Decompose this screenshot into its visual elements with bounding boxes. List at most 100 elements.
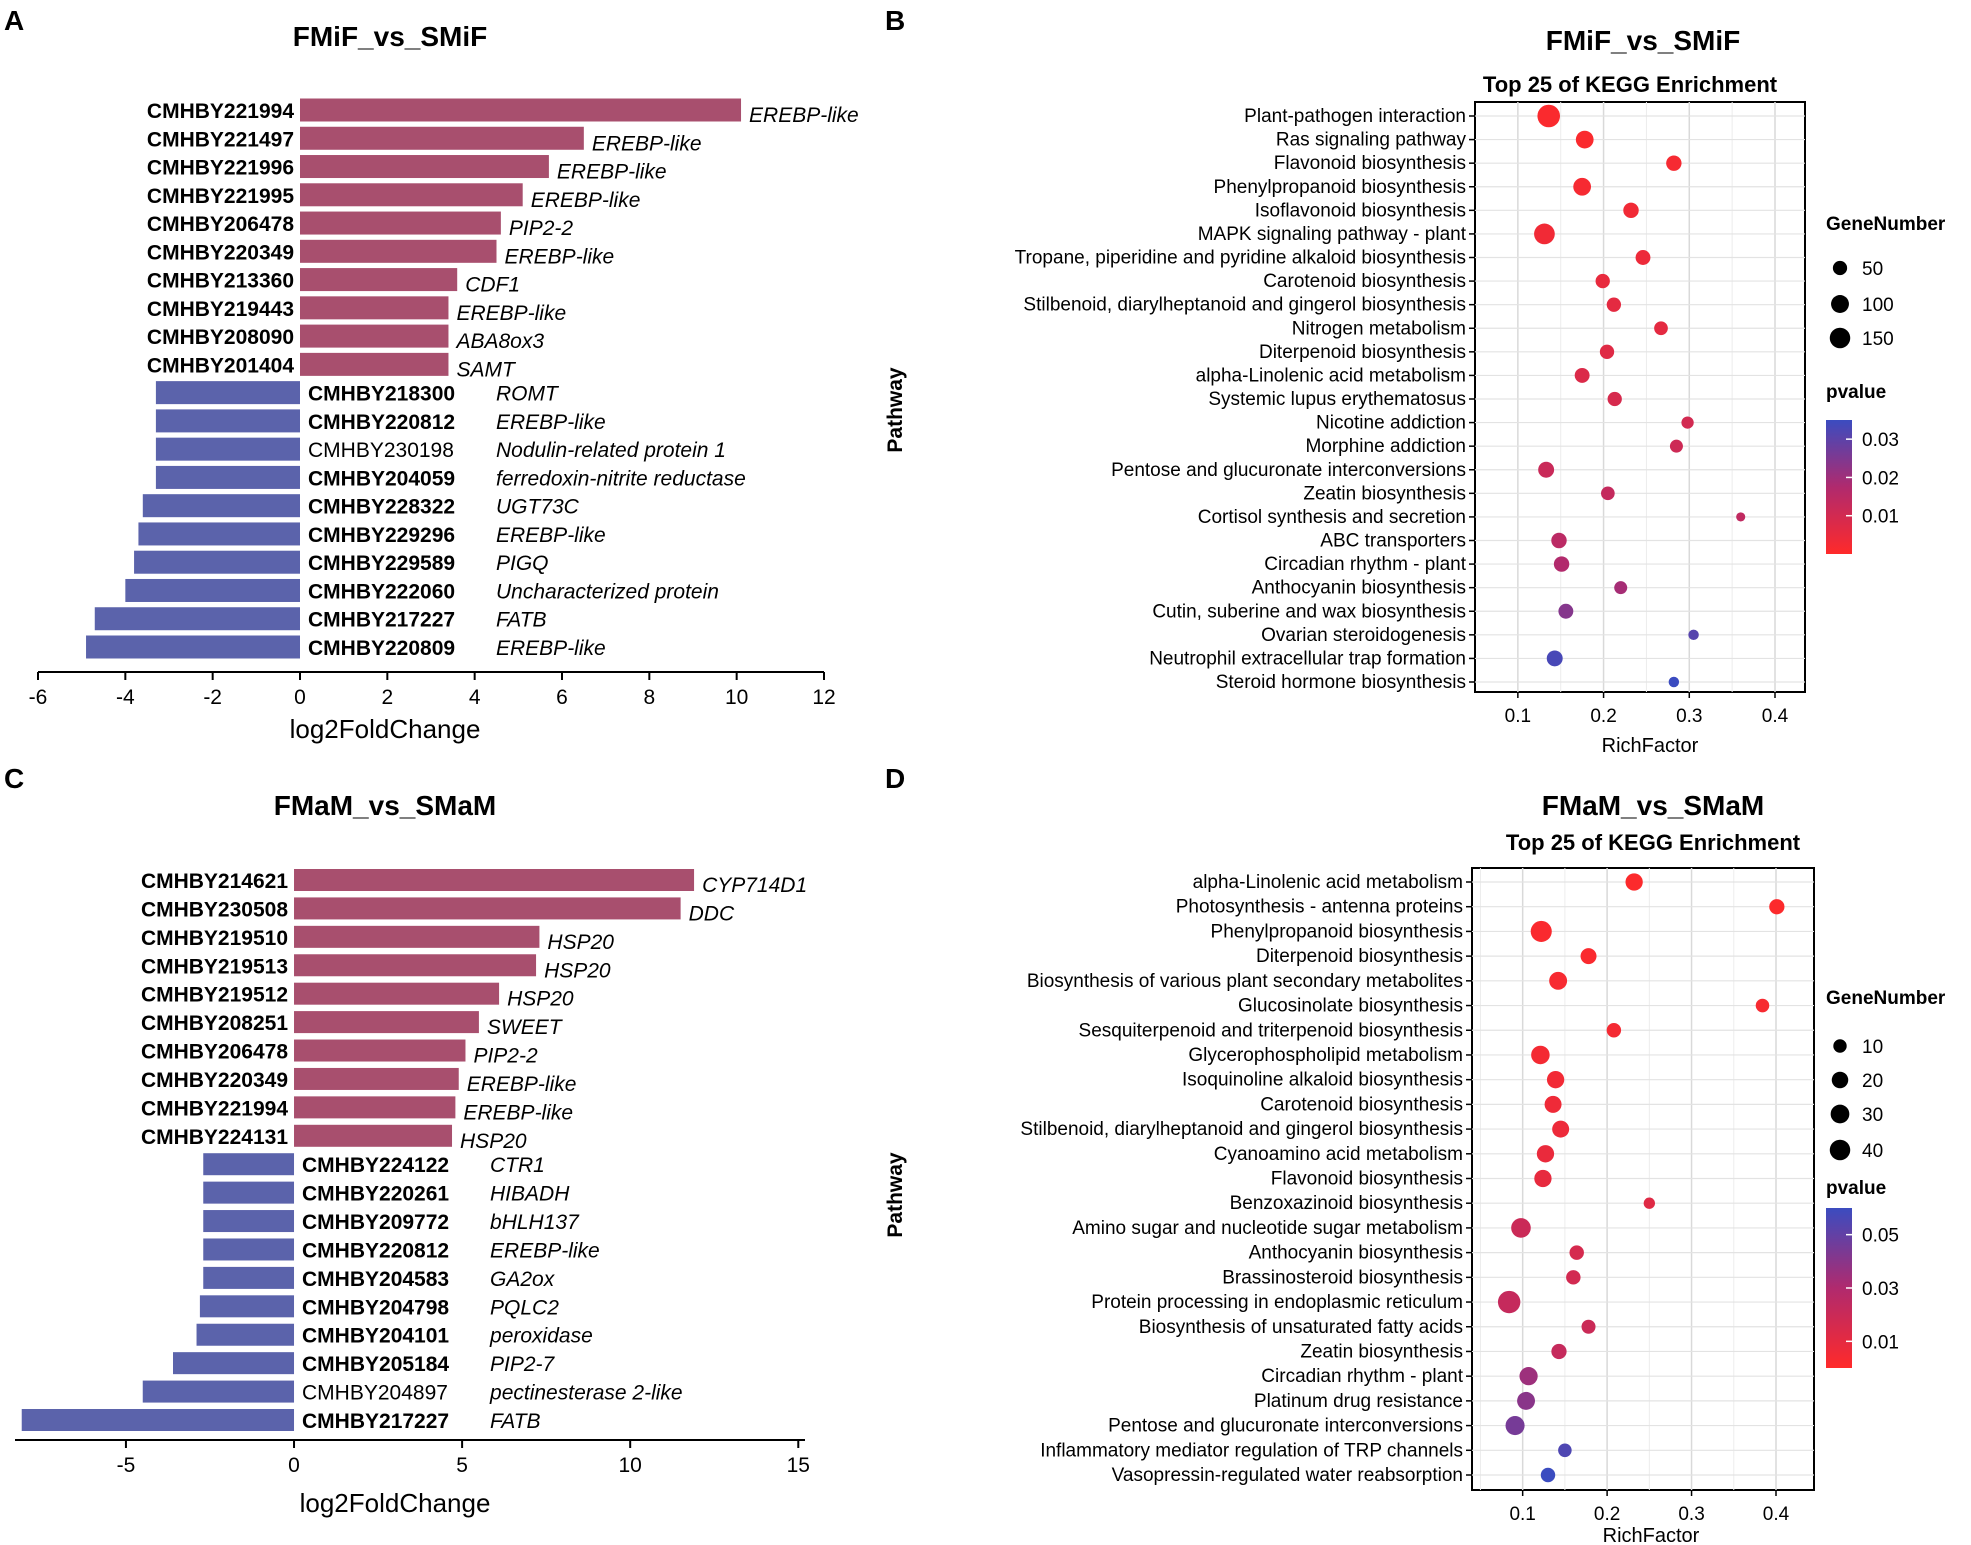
pathway-label: Nitrogen metabolism [1292,318,1466,339]
x-tick-label: 0.1 [1509,1504,1535,1525]
color-legend-label: 0.01 [1862,507,1899,528]
annotation-label: HSP20 [460,1130,527,1153]
bar [294,925,540,948]
annotation-label: ROMT [496,383,560,406]
annotation-label: pectinesterase 2-like [489,1382,683,1405]
gene-label: CMHBY219510 [141,927,288,950]
bar [94,607,301,631]
gene-label: CMHBY217227 [302,1410,449,1433]
enrichment-point [1546,1071,1565,1089]
x-tick-label: 5 [456,1454,468,1477]
pathway-label: MAPK signaling pathway - plant [1198,224,1467,245]
gene-label: CMHBY220349 [147,241,294,264]
pathway-label: Stilbenoid, diarylheptanoid and gingerol… [1023,295,1466,316]
bar [155,409,300,433]
pathway-label: Biosynthesis of unsaturated fatty acids [1139,1317,1463,1338]
x-tick-label: 10 [725,686,748,709]
bar-row: CMHBY206478 PIP2-2 [141,1039,538,1068]
annotation-label: ABA8ox3 [454,330,544,353]
size-legend-dot [1829,327,1851,349]
enrichment-point [1552,1120,1570,1138]
annotation-label: PQLC2 [490,1296,559,1319]
pathway-label: Sesquiterpenoid and triterpenoid biosynt… [1079,1020,1463,1041]
enrichment-point [1530,920,1552,942]
enrichment-point [1551,1343,1567,1360]
pathway-label: Carotenoid biosynthesis [1263,271,1466,292]
size-legend-title: GeneNumber [1826,214,1946,235]
bar-row: CMHBY204583 GA2ox [203,1266,556,1291]
pathway-label: Isoquinoline alkaloid biosynthesis [1182,1070,1463,1091]
size-legend-label: 100 [1862,295,1894,316]
enrichment-point [1534,223,1555,245]
bar-row: CMHBY217227 FATB [94,607,547,632]
pathway-label: Neutrophil extracellular trap formation [1149,648,1466,669]
bar-row: CMHBY214621 CYP714D1 [141,869,807,897]
x-tick-label: 0.3 [1676,706,1702,727]
panel-d-pathway-labels: alpha-Linolenic acid metabolism Photosynt… [1020,872,1472,1486]
bar [203,1238,295,1261]
annotation-label: PIP2-2 [473,1045,538,1068]
bar [21,1409,295,1431]
enrichment-point [1497,1290,1521,1314]
x-tick-label: -5 [117,1454,136,1477]
enrichment-point [1736,512,1746,522]
enrichment-point [1599,344,1615,359]
panel-b-title: FMiF_vs_SMiF [1546,25,1740,56]
gene-label: CMHBY228322 [308,496,455,519]
panel-b-x-axis: 0.1 0.2 0.3 0.4 [1505,692,1789,727]
annotation-label: CDF1 [465,274,520,297]
pathway-label: Zeatin biosynthesis [1300,1341,1463,1362]
pathway-label: Cutin, suberine and wax biosynthesis [1152,601,1466,622]
gene-label: CMHBY229296 [308,524,455,547]
pathway-label: Zeatin biosynthesis [1303,483,1466,504]
gene-label: CMHBY205184 [302,1353,449,1376]
pathway-label: Glycerophospholipid metabolism [1188,1045,1463,1066]
pathway-label: Pentose and glucuronate interconversions [1111,460,1466,481]
bar [300,155,549,179]
annotation-label: EREBP-like [749,104,859,127]
bar [294,1011,479,1034]
bar-row: CMHBY220812 EREBP-like [155,409,606,434]
panel-d-kegg-bubble-chart: D FMaM_vs_SMaM Top 25 of KEGG Enrichment… [884,763,1946,1545]
annotation-label: GA2ox [490,1268,556,1291]
x-tick-label: 0 [288,1454,300,1477]
bar-row: CMHBY222060 Uncharacterized protein [125,578,719,603]
annotation-label: Nodulin-related protein 1 [496,439,726,462]
bar [300,352,449,376]
bar-row: CMHBY220809 EREBP-like [86,635,606,660]
enrichment-point [1536,1145,1555,1163]
bar-row: CMHBY230198 Nodulin-related protein 1 [155,437,726,462]
size-legend-dot [1833,1039,1847,1053]
bar [300,98,742,122]
pathway-label: Photosynthesis - antenna proteins [1176,897,1463,918]
annotation-label: EREBP-like [463,1101,573,1124]
bar-row: CMHBY219513 HSP20 [141,954,611,982]
panel-b-pathway-labels: Plant-pathogen interaction Ras signaling … [1015,106,1475,693]
bar-row: CMHBY221994 EREBP-like [141,1096,573,1124]
annotation-label: EREBP-like [467,1073,577,1096]
bar-row: CMHBY218300 ROMT [155,381,560,406]
bar [125,578,300,602]
bar [155,465,300,489]
panel-b-size-legend: GeneNumber 50 100 150 [1826,214,1946,350]
pathway-label: Pentose and glucuronate interconversions [1108,1416,1463,1437]
bar-row: CMHBY205184 PIP2-7 [173,1352,556,1376]
pathway-label: Phenylpropanoid biosynthesis [1211,921,1463,942]
annotation-label: EREBP-like [505,245,615,268]
pathway-label: Phenylpropanoid biosynthesis [1214,177,1466,198]
bar-row: CMHBY204101 peroxidase [196,1323,593,1348]
gene-label: CMHBY221996 [147,157,294,180]
bar-row: CMHBY204798 PQLC2 [199,1295,559,1319]
panel-c-x-axis: -5 0 5 10 15 [15,1439,810,1477]
pathway-label: Isoflavonoid biosynthesis [1255,200,1466,221]
enrichment-point [1654,321,1668,336]
size-legend-label: 150 [1862,329,1894,350]
bar [138,522,300,546]
gene-label: CMHBY221497 [147,128,294,151]
enrichment-point [1534,1169,1552,1188]
pathway-label: Cyanoamino acid metabolism [1214,1144,1463,1165]
bar-row: CMHBY209772 bHLH137 [203,1210,580,1234]
enrichment-point [1549,971,1568,990]
pathway-label: Glucosinolate biosynthesis [1238,996,1463,1017]
bar-row: CMHBY221995 EREBP-like [147,183,640,212]
